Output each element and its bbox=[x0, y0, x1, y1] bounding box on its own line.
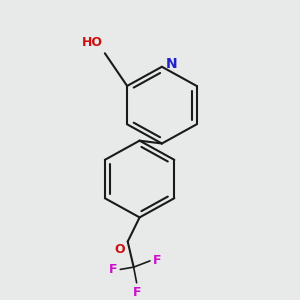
Text: F: F bbox=[109, 263, 117, 277]
Text: F: F bbox=[153, 254, 161, 266]
Text: F: F bbox=[132, 286, 141, 298]
Text: HO: HO bbox=[82, 36, 103, 49]
Text: O: O bbox=[115, 243, 125, 256]
Text: N: N bbox=[166, 58, 177, 71]
